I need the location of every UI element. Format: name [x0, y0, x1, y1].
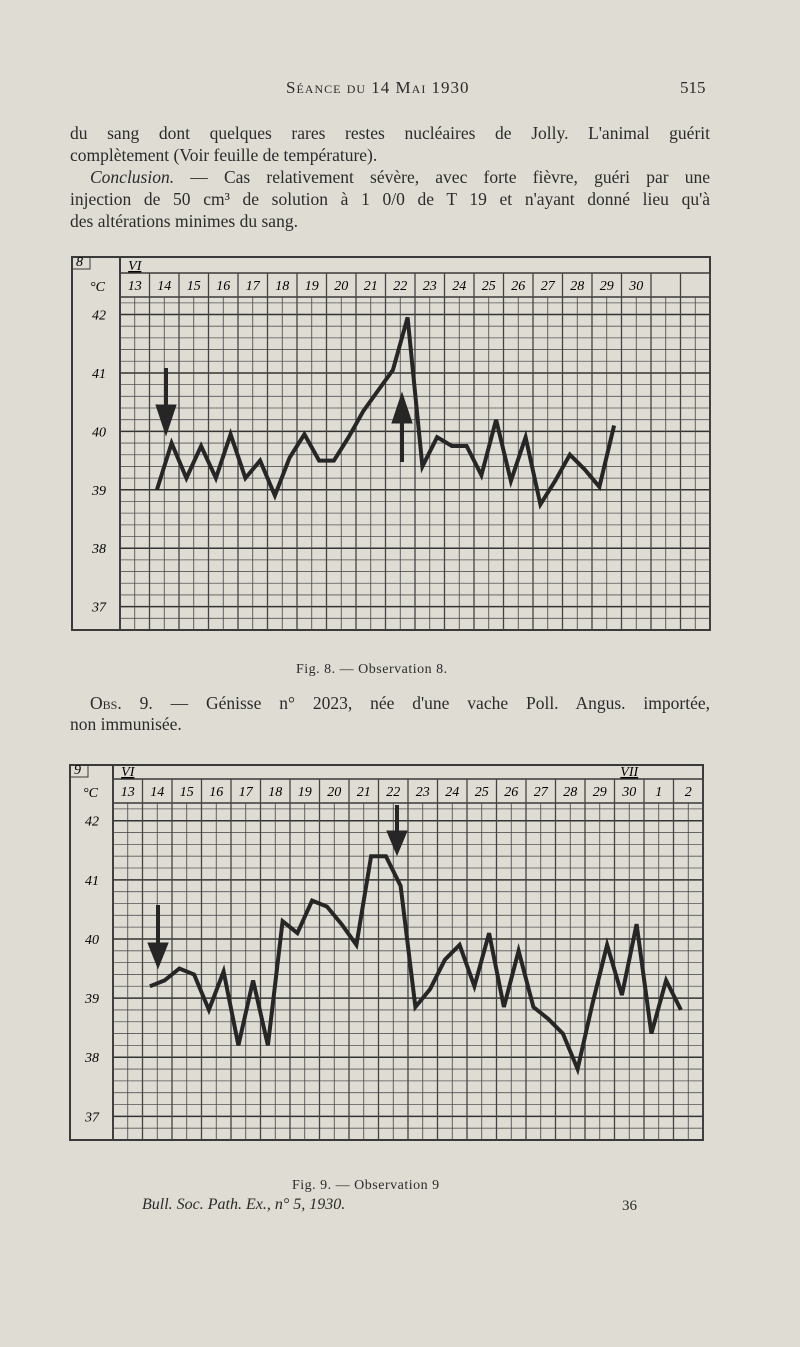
figure-caption: Fig. 8. — Observation 8. — [296, 662, 448, 677]
y-tick-label: 38 — [84, 1051, 99, 1066]
day-label: 13 — [121, 785, 135, 800]
arrow — [155, 368, 413, 462]
page-number: 515 — [680, 78, 706, 97]
signature-mark: 36 — [622, 1198, 637, 1214]
day-label: 14 — [157, 279, 171, 294]
y-tick-label: 39 — [84, 992, 99, 1007]
y-tick-label: 42 — [92, 309, 106, 324]
day-label: 24 — [445, 785, 459, 800]
day-label: 21 — [364, 279, 378, 294]
text: — Cas relativement sévère, avec forte fi… — [190, 167, 711, 187]
day-label: 26 — [504, 785, 518, 800]
figure-caption: Fig. 9. — Observation 9 — [292, 1178, 440, 1193]
y-tick-label: 37 — [84, 1110, 100, 1125]
text: — Génisse n° 2023, née d'une vache Poll.… — [170, 693, 710, 713]
lead: Conclusion. — [90, 167, 175, 187]
day-label: 28 — [570, 279, 584, 294]
text-line: du sang dont quelques rares restes nuclé… — [70, 123, 710, 143]
day-label: 17 — [239, 785, 254, 800]
y-tick-label: 38 — [91, 542, 106, 557]
day-label: 2 — [685, 785, 692, 800]
day-label: 1 — [655, 785, 662, 800]
corner-box — [69, 764, 89, 778]
y-tick-label: 39 — [91, 484, 106, 499]
day-label: 22 — [386, 785, 400, 800]
day-label: 28 — [563, 785, 577, 800]
day-label: 30 — [628, 279, 643, 294]
day-label: 13 — [128, 279, 142, 294]
month-label: VI — [128, 259, 143, 274]
figure-number: 9 — [74, 763, 81, 778]
day-label: 16 — [209, 785, 223, 800]
day-label: 16 — [216, 279, 230, 294]
day-label: 23 — [416, 785, 430, 800]
day-label: 20 — [327, 785, 341, 800]
day-label: 19 — [298, 785, 312, 800]
day-label: 26 — [511, 279, 525, 294]
running-head: Séance du 14 Mai 1930 — [286, 78, 470, 97]
y-tick-label: 41 — [85, 874, 99, 889]
arrow — [147, 805, 408, 970]
day-label: 18 — [275, 279, 289, 294]
frame — [71, 256, 711, 631]
day-label: 18 — [268, 785, 282, 800]
text-line: injection de 50 cm³ de solution à 1 0/0 … — [70, 189, 710, 209]
unit-label: °C — [83, 786, 99, 801]
day-label: 19 — [305, 279, 319, 294]
text-line: Conclusion. — Cas relativement sévère, a… — [90, 167, 710, 188]
day-label: 29 — [593, 785, 607, 800]
month-label: VI — [121, 765, 136, 780]
day-label: 23 — [423, 279, 437, 294]
day-label: 17 — [246, 279, 261, 294]
y-tick-label: 40 — [92, 425, 106, 440]
temperature-line — [149, 854, 683, 1076]
day-label: 24 — [452, 279, 466, 294]
day-label: 29 — [600, 279, 614, 294]
day-label: 25 — [475, 785, 489, 800]
temperature-line — [154, 316, 617, 510]
day-label: 21 — [357, 785, 371, 800]
y-tick-label: 37 — [91, 601, 107, 616]
day-label: 20 — [334, 279, 348, 294]
day-label: 14 — [150, 785, 164, 800]
day-label: 15 — [187, 279, 201, 294]
day-label: 27 — [541, 279, 556, 294]
y-tick-label: 41 — [92, 367, 106, 382]
day-label: 25 — [482, 279, 496, 294]
journal-reference: Bull. Soc. Path. Ex., n° 5, 1930. — [142, 1196, 346, 1213]
chart: 8 °C 37 38 39 40 41 42 13 VI 14 15 16 17 18 19 20 21 22 23 2… — [71, 255, 711, 631]
text-line: non immunisée. — [70, 714, 182, 734]
y-tick-label: 42 — [85, 815, 99, 830]
text-line: des altérations minimes du sang. — [70, 211, 298, 231]
day-label: 30 — [621, 785, 636, 800]
unit-label: °C — [90, 280, 106, 295]
y-tick-label: 40 — [85, 933, 99, 948]
lead: Obs. 9. — [90, 693, 153, 713]
day-label: 15 — [180, 785, 194, 800]
text-line: complètement (Voir feuille de températur… — [70, 145, 378, 165]
text-line: Obs. 9. — Génisse n° 2023, née d'une vac… — [90, 693, 710, 714]
month-label: VII — [620, 765, 639, 780]
corner-box — [71, 256, 91, 270]
figure-number: 8 — [76, 255, 83, 270]
day-label: 27 — [534, 785, 549, 800]
day-label: 22 — [393, 279, 407, 294]
